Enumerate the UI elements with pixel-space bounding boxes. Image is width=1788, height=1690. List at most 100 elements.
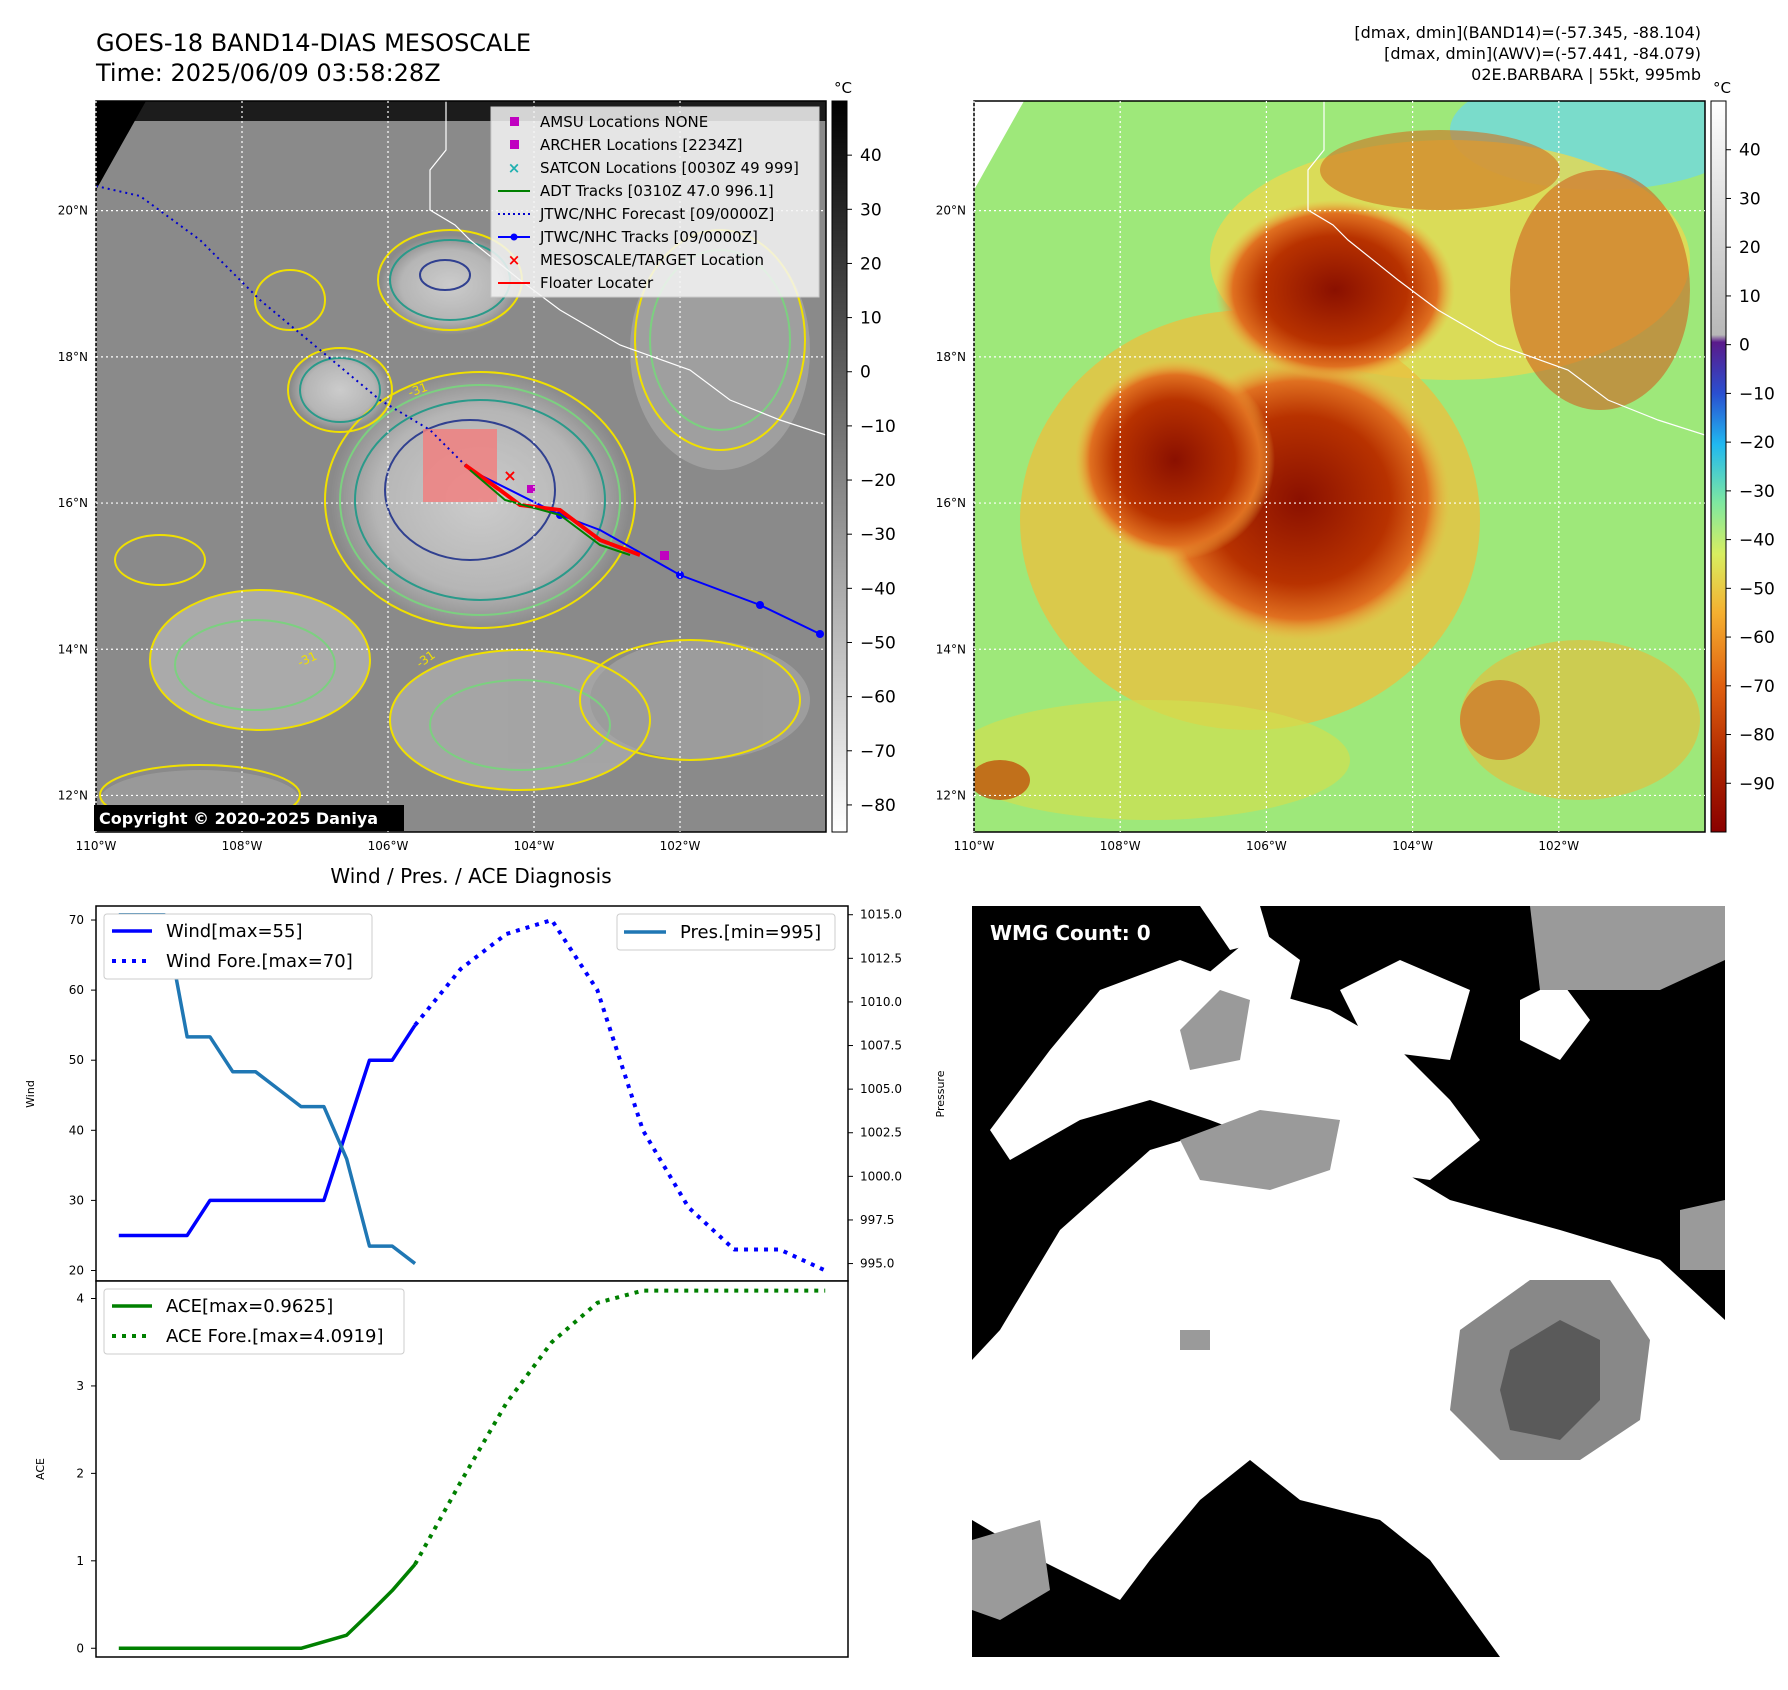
lat-tick-label: 14°N xyxy=(936,642,966,656)
figure-time: Time: 2025/06/09 03:58:28Z xyxy=(95,59,441,87)
lat-tick-label: 20°N xyxy=(58,204,88,218)
lat-tick-label: 18°N xyxy=(936,350,966,364)
y-tick-label: 1002.5 xyxy=(860,1126,902,1140)
colorbar-tick-label: 0 xyxy=(860,363,871,383)
colorbar-tick-label: −10 xyxy=(1739,384,1775,404)
colorbar-tick-label: −30 xyxy=(1739,482,1775,502)
y-tick-label: 3 xyxy=(76,1379,84,1393)
ir-grayscale-map: -31 -31 -31 × 110°W 108°W 106°W 104°W 102°W2… xyxy=(58,100,827,853)
forecast-series-line xyxy=(413,1288,826,1566)
colorbar-tick-label: 30 xyxy=(860,200,882,220)
forecast-track xyxy=(96,185,471,471)
lat-tick-label: 16°N xyxy=(936,496,966,510)
lon-tick-label: 106°W xyxy=(1246,839,1287,853)
y-tick-label: 50 xyxy=(69,1053,84,1067)
ace-panel: 0 1 2 3 4 ACE ACE[max=0.9625] ACE Fore.[max=… xyxy=(34,1280,849,1658)
legend-item: × MESOSCALE/TARGET Location xyxy=(508,251,764,269)
colorbar-unit: °C xyxy=(1713,79,1731,97)
colorbar-tick-label: −20 xyxy=(1739,433,1775,453)
legend-label: ARCHER Locations [2234Z] xyxy=(540,136,743,154)
pressure-legend: Pres.[min=995] xyxy=(616,913,836,951)
lon-tick-label: 106°W xyxy=(368,839,409,853)
colorbar-tick-label: 40 xyxy=(1739,141,1761,161)
svg-text:×: × xyxy=(508,251,521,269)
legend-label: Floater Locater xyxy=(540,274,654,292)
legend-label: JTWC/NHC Tracks [09/0000Z] xyxy=(539,228,758,246)
contour-label: -31 xyxy=(406,380,429,400)
ace-legend-label: ACE[max=0.9625] xyxy=(166,1296,333,1317)
lon-tick-label: 102°W xyxy=(1538,839,1579,853)
colorbar-tick-label: −80 xyxy=(1739,726,1775,746)
series-line xyxy=(118,1563,417,1651)
colorbar-tick-label: −60 xyxy=(1739,628,1775,648)
y-tick-label: 70 xyxy=(69,913,84,927)
y-tick-label: 1010.0 xyxy=(860,995,902,1009)
ace-legend: ACE[max=0.9625] ACE Fore.[max=4.0919] xyxy=(103,1288,405,1355)
right-map-ticks: 110°W 108°W 106°W 104°W 102°W 20°N 18°N 16°N 14°… xyxy=(936,204,1580,853)
y-tick-label: 0 xyxy=(76,1641,84,1655)
colorbar-tick-label: 20 xyxy=(860,254,882,274)
wmg-panel: WMG Count: 0 xyxy=(972,906,1725,1657)
y-tick-label: 997.5 xyxy=(860,1213,894,1227)
legend-item: × SATCON Locations [0030Z 49 999] xyxy=(508,159,799,177)
legend-label: AMSU Locations NONE xyxy=(540,113,708,131)
y-tick-label: 995.0 xyxy=(860,1257,894,1271)
colorbar-tick-label: −90 xyxy=(1739,774,1775,794)
legend-item: JTWC/NHC Tracks [09/0000Z] xyxy=(498,228,758,246)
series-line xyxy=(118,1024,417,1238)
colorbar-tick-label: −10 xyxy=(860,417,896,437)
y-tick-label: 4 xyxy=(76,1291,84,1305)
colorbar-tick-label: 40 xyxy=(860,146,882,166)
lat-tick-label: 14°N xyxy=(58,642,88,656)
colorbar-tick-label: 10 xyxy=(1739,287,1761,307)
left-map-ticks: 110°W 108°W 106°W 104°W 102°W 20°N 18°N 16°N 14°… xyxy=(58,204,701,853)
colorbar-tick-label: −50 xyxy=(860,633,896,653)
colorbar-tick-label: 0 xyxy=(1739,336,1750,356)
colorbar-tick-label: 20 xyxy=(1739,238,1761,258)
legend-item: ARCHER Locations [2234Z] xyxy=(510,136,743,154)
right-colorbar: °C 40 30 20 10 0 −10 −20 −30 −40 −50 −60 −70 −80 −90 xyxy=(1710,79,1775,833)
colorbar-tick-label: 10 xyxy=(860,309,882,329)
y-tick-label: 60 xyxy=(69,983,84,997)
legend-item: ADT Tracks [0310Z 47.0 996.1] xyxy=(498,182,774,200)
colorbar-tick-label: −30 xyxy=(860,525,896,545)
lon-tick-label: 110°W xyxy=(76,839,117,853)
colorbar-tick-label: −70 xyxy=(1739,677,1775,697)
lon-tick-label: 104°W xyxy=(1392,839,1433,853)
legend-item: Floater Locater xyxy=(498,274,654,292)
colorbar-tick-label: −60 xyxy=(860,688,896,708)
colorbar-tick-label: −40 xyxy=(860,579,896,599)
y-tick-label: 2 xyxy=(76,1466,84,1480)
figure-title: GOES-18 BAND14-DIAS MESOSCALE xyxy=(96,29,531,57)
colorbar-unit: °C xyxy=(834,79,852,97)
right-map-gridlines xyxy=(973,101,1705,832)
coastline xyxy=(1307,101,1705,436)
mesoscale-box xyxy=(423,429,497,502)
pressure-axis-label: Pressure xyxy=(934,1070,947,1117)
copyright: Copyright © 2020-2025 Daniya xyxy=(99,809,378,828)
lon-tick-label: 108°W xyxy=(1100,839,1141,853)
wmg-count: WMG Count: 0 xyxy=(990,921,1151,945)
legend-label: ADT Tracks [0310Z 47.0 996.1] xyxy=(540,182,774,200)
lat-tick-label: 18°N xyxy=(58,350,88,364)
floater-locater xyxy=(463,463,641,557)
colorbar-tick-label: −50 xyxy=(1739,579,1775,599)
info-storm: 02E.BARBARA | 55kt, 995mb xyxy=(1471,65,1701,84)
y-tick-label: 1000.0 xyxy=(860,1169,902,1183)
legend-item: JTWC/NHC Forecast [09/0000Z] xyxy=(498,205,774,223)
y-tick-label: 1015.0 xyxy=(860,908,902,922)
svg-text:×: × xyxy=(508,159,521,177)
y-tick-label: 20 xyxy=(69,1263,84,1277)
lat-tick-label: 20°N xyxy=(936,204,966,218)
lat-tick-label: 12°N xyxy=(58,788,88,802)
colorbar-tick-label: −40 xyxy=(1739,531,1775,551)
lat-tick-label: 12°N xyxy=(936,788,966,802)
y-tick-label: 30 xyxy=(69,1193,84,1207)
archer-marker xyxy=(527,485,535,493)
wind-pressure-panel: 20 30 40 50 60 70 995.0 997.5 1000.0 1002.5 1005.… xyxy=(24,905,947,1282)
lon-tick-label: 110°W xyxy=(954,839,995,853)
chart-title: Wind / Pres. / ACE Diagnosis xyxy=(330,864,611,888)
ace-forecast-legend-label: ACE Fore.[max=4.0919] xyxy=(166,1326,384,1347)
wind-forecast-legend-label: Wind Fore.[max=70] xyxy=(166,951,353,972)
